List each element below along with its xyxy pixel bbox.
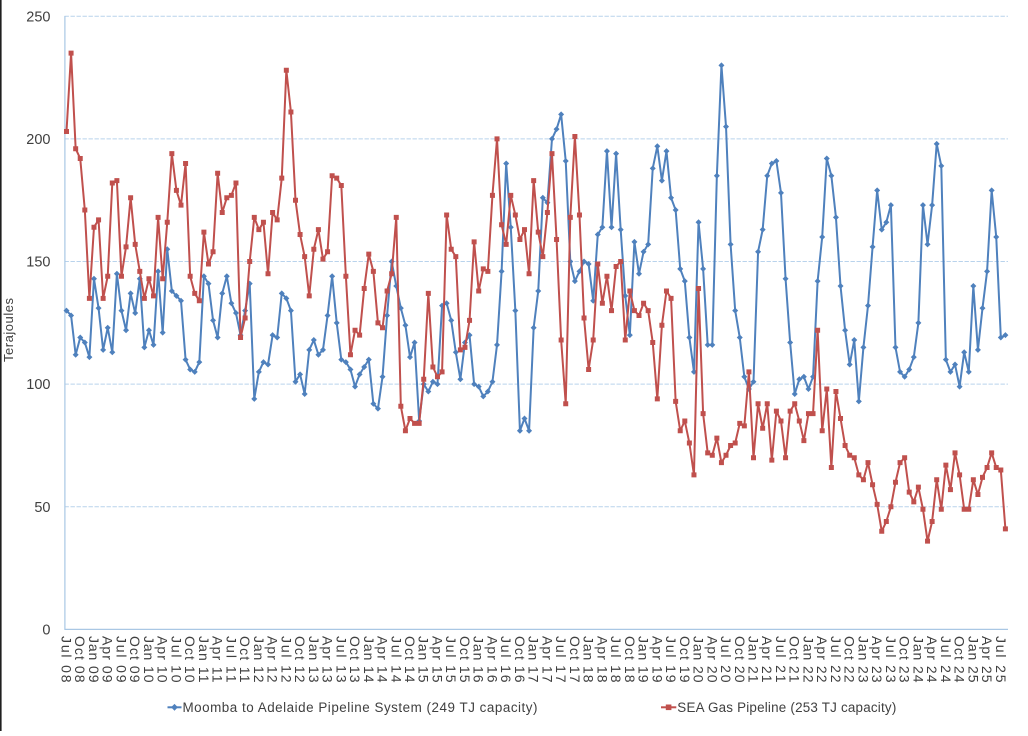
svg-text:Jan 13: Jan 13 — [306, 636, 322, 683]
svg-text:Oct 24: Oct 24 — [952, 636, 968, 683]
svg-text:Jan 21: Jan 21 — [746, 636, 762, 683]
svg-text:Oct 19: Oct 19 — [677, 636, 693, 683]
svg-text:50: 50 — [34, 500, 50, 516]
svg-text:Jul 22: Jul 22 — [828, 636, 844, 683]
svg-text:Jan 09: Jan 09 — [86, 636, 102, 683]
svg-text:Apr 12: Apr 12 — [265, 636, 281, 683]
svg-text:Oct 10: Oct 10 — [182, 636, 198, 683]
svg-text:Jul 17: Jul 17 — [553, 636, 569, 683]
svg-text:Oct 20: Oct 20 — [732, 636, 748, 683]
svg-text:Jul 15: Jul 15 — [443, 636, 459, 683]
svg-text:Apr 16: Apr 16 — [484, 636, 500, 683]
svg-text:Apr 24: Apr 24 — [924, 636, 940, 683]
svg-text:Jan 10: Jan 10 — [141, 636, 157, 683]
svg-text:Jan 12: Jan 12 — [251, 636, 267, 683]
svg-text:Apr 15: Apr 15 — [429, 636, 445, 683]
svg-text:Jul 10: Jul 10 — [168, 636, 184, 683]
svg-text:0: 0 — [42, 622, 50, 638]
svg-text:Jul 16: Jul 16 — [498, 636, 514, 683]
svg-text:Apr 14: Apr 14 — [375, 636, 391, 683]
svg-text:Oct 21: Oct 21 — [787, 636, 803, 683]
svg-text:Oct 14: Oct 14 — [402, 636, 418, 683]
svg-text:Jan 25: Jan 25 — [965, 636, 981, 683]
svg-text:Jul 24: Jul 24 — [938, 636, 954, 683]
svg-text:Oct 23: Oct 23 — [897, 636, 913, 683]
svg-text:Jan 24: Jan 24 — [910, 636, 926, 683]
svg-text:250: 250 — [26, 9, 50, 25]
svg-text:Jul 12: Jul 12 — [278, 636, 294, 683]
svg-text:Jan 20: Jan 20 — [691, 636, 707, 683]
svg-text:Jul 21: Jul 21 — [773, 636, 789, 683]
svg-text:Jul 25: Jul 25 — [993, 636, 1009, 683]
svg-text:Apr 20: Apr 20 — [704, 636, 720, 683]
svg-text:Jan 23: Jan 23 — [855, 636, 871, 683]
svg-text:150: 150 — [26, 255, 50, 271]
svg-text:Oct 12: Oct 12 — [292, 636, 308, 683]
svg-text:Jan 15: Jan 15 — [416, 636, 432, 683]
svg-text:Jul 18: Jul 18 — [608, 636, 624, 683]
svg-text:Jul 13: Jul 13 — [333, 636, 349, 683]
svg-text:Jan 18: Jan 18 — [581, 636, 597, 683]
svg-text:Oct 11: Oct 11 — [237, 636, 253, 683]
svg-text:Oct 17: Oct 17 — [567, 636, 583, 683]
svg-text:Apr 18: Apr 18 — [594, 636, 610, 683]
svg-text:Jul 20: Jul 20 — [718, 636, 734, 683]
svg-text:Jul 08: Jul 08 — [59, 636, 75, 683]
svg-text:Moomba to Adelaide Pipeline Sy: Moomba to Adelaide Pipeline System (249 … — [183, 700, 538, 715]
svg-text:Apr 17: Apr 17 — [539, 636, 555, 683]
svg-text:Oct 22: Oct 22 — [842, 636, 858, 683]
svg-text:Apr 13: Apr 13 — [320, 636, 336, 683]
svg-text:Jan 17: Jan 17 — [526, 636, 542, 683]
svg-text:Jul 19: Jul 19 — [663, 636, 679, 683]
svg-text:200: 200 — [26, 132, 50, 148]
svg-text:Jan 16: Jan 16 — [471, 636, 487, 683]
svg-text:Jan 19: Jan 19 — [636, 636, 652, 683]
svg-text:Apr 21: Apr 21 — [759, 636, 775, 683]
svg-text:Apr 10: Apr 10 — [155, 636, 171, 683]
svg-text:Oct 16: Oct 16 — [512, 636, 528, 683]
svg-text:Apr 09: Apr 09 — [100, 636, 116, 683]
svg-text:Oct 08: Oct 08 — [72, 636, 88, 683]
svg-text:Apr 22: Apr 22 — [814, 636, 830, 683]
svg-text:Jan 22: Jan 22 — [800, 636, 816, 683]
svg-text:Apr 25: Apr 25 — [979, 636, 995, 683]
svg-text:Jan 11: Jan 11 — [196, 636, 212, 683]
svg-text:100: 100 — [26, 377, 50, 393]
svg-text:Jul 11: Jul 11 — [223, 636, 239, 683]
svg-text:Jan 14: Jan 14 — [361, 636, 377, 683]
svg-text:Apr 23: Apr 23 — [869, 636, 885, 683]
svg-text:Oct 13: Oct 13 — [347, 636, 363, 683]
svg-text:Apr 11: Apr 11 — [210, 636, 226, 683]
svg-text:SEA Gas Pipeline (253 TJ capac: SEA Gas Pipeline (253 TJ capacity) — [677, 700, 896, 715]
svg-text:Oct 09: Oct 09 — [127, 636, 143, 683]
svg-text:Jul 14: Jul 14 — [388, 636, 404, 683]
svg-text:Terajoules: Terajoules — [1, 298, 16, 363]
svg-text:Jul 09: Jul 09 — [113, 636, 129, 683]
svg-text:Oct 18: Oct 18 — [622, 636, 638, 683]
svg-text:Apr 19: Apr 19 — [649, 636, 665, 683]
svg-text:Oct 15: Oct 15 — [457, 636, 473, 683]
svg-text:Jul 23: Jul 23 — [883, 636, 899, 683]
